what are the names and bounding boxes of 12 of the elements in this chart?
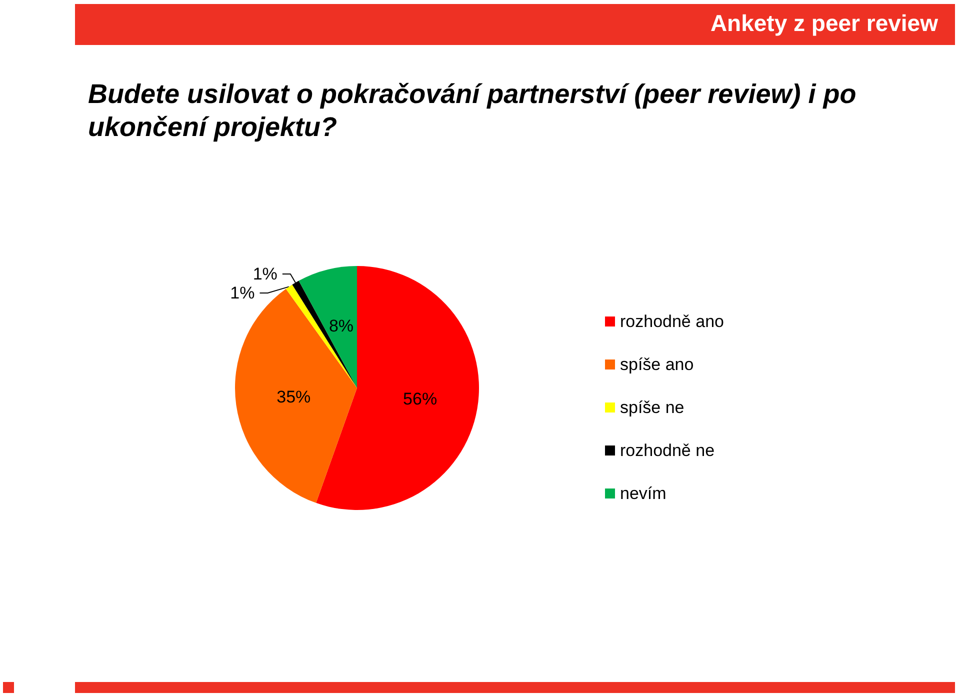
chart-title: Budete usilovat o pokračování partnerství (peer review) i po ukončení projektu? [88,78,858,144]
text: Ankety z peer review [710,9,938,37]
legend-label: spíše ano [620,355,694,374]
data-label: 1% [230,284,255,303]
data-label: 56% [403,389,438,408]
legend-label: rozhodně ano [620,312,724,331]
data-label: 1% [252,264,278,284]
data-label: 35% [276,387,311,406]
data-label: 8% [328,316,354,336]
legend-label: spíše ne [620,398,684,417]
legend-label: nevím [620,484,666,503]
legend-label: rozhodně ne [620,441,715,460]
